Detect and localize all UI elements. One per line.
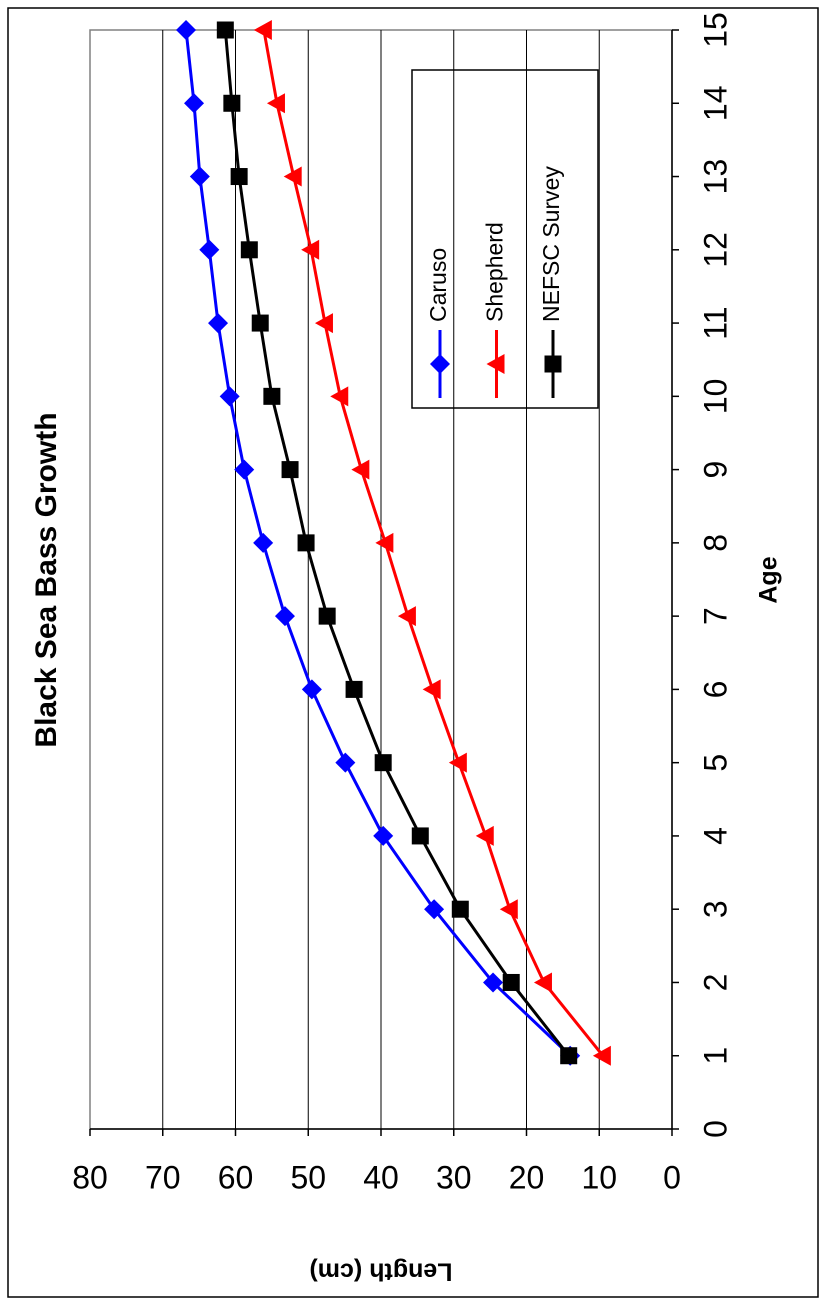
x-tick-label: 3: [697, 900, 733, 918]
x-tick-label: 1: [697, 1047, 733, 1065]
x-tick-label: 10: [697, 379, 733, 415]
data-point: [189, 166, 210, 187]
chart-title: Black Sea Bass Growth: [30, 412, 63, 747]
y-tick-label: 50: [290, 1159, 326, 1195]
legend-label: NEFSC Survey: [538, 166, 564, 322]
data-point: [448, 752, 467, 773]
legend: [411, 69, 599, 409]
data-point: [176, 20, 197, 40]
x-axis-title: Age: [755, 556, 783, 603]
data-point: [301, 679, 322, 700]
data-point: [297, 534, 315, 552]
data-point: [234, 459, 255, 480]
legend-label: Caruso: [425, 248, 451, 322]
data-point: [301, 239, 320, 260]
data-point: [374, 754, 392, 772]
data-point: [560, 1047, 578, 1065]
data-point: [266, 93, 285, 114]
x-tick-label: 5: [697, 754, 733, 772]
data-point: [499, 899, 518, 920]
data-point: [184, 93, 205, 114]
x-tick-label: 6: [697, 681, 733, 699]
data-point: [351, 459, 370, 480]
x-tick-label: 11: [697, 306, 733, 339]
data-point: [223, 94, 241, 112]
x-tick-label: 12: [697, 232, 733, 268]
data-point: [424, 899, 445, 920]
rotated-chart: Black Sea Bass Growth Age Length (cm) 0 1…: [7, 7, 819, 1298]
y-tick-label: 70: [145, 1159, 181, 1195]
y-axis-title: Length (cm): [309, 1257, 452, 1285]
x-tick-label: 9: [697, 461, 733, 479]
y-tick-label: 40: [363, 1159, 399, 1195]
x-tick-label: 15: [697, 12, 733, 48]
x-tick-label: 8: [697, 534, 733, 552]
y-tick-label: 10: [581, 1159, 617, 1195]
data-point: [451, 900, 469, 918]
data-point: [411, 827, 429, 845]
y-tick-label: 30: [436, 1159, 472, 1195]
y-tick-label: 60: [218, 1159, 254, 1195]
y-tick-label: 80: [72, 1159, 108, 1195]
data-point: [253, 20, 272, 40]
data-point: [502, 973, 520, 991]
data-point: [230, 168, 248, 186]
x-tick-label: 2: [697, 974, 733, 992]
legend-marker: [544, 355, 562, 373]
data-point: [397, 606, 416, 627]
y-tick-label: 0: [663, 1159, 681, 1195]
data-point: [263, 387, 281, 405]
data-point: [240, 241, 258, 259]
legend-label: Shepherd: [482, 222, 508, 322]
data-point: [330, 386, 349, 407]
data-point: [475, 825, 494, 846]
data-point: [251, 314, 269, 332]
data-point: [592, 1045, 611, 1066]
x-tick-label: 0: [697, 1120, 733, 1138]
data-point: [314, 313, 333, 334]
data-point: [483, 972, 504, 993]
data-point: [219, 386, 240, 407]
data-point: [283, 166, 302, 187]
data-point: [422, 679, 441, 700]
data-point: [533, 972, 552, 993]
x-tick-label: 14: [697, 85, 733, 121]
data-point: [216, 21, 234, 39]
data-point: [253, 532, 274, 553]
y-tick-label: 20: [509, 1159, 545, 1195]
legend-marker: [430, 354, 450, 374]
x-tick-label: 7: [697, 607, 733, 625]
legend-marker: [486, 354, 505, 374]
data-point: [274, 606, 295, 627]
data-point: [199, 239, 220, 260]
data-point: [281, 461, 299, 479]
x-tick-label: 4: [697, 827, 733, 845]
data-point: [318, 607, 336, 625]
data-point: [208, 313, 229, 334]
data-point: [345, 680, 363, 698]
data-point: [375, 532, 394, 553]
x-tick-label: 13: [697, 159, 733, 195]
data-point: [335, 752, 356, 773]
